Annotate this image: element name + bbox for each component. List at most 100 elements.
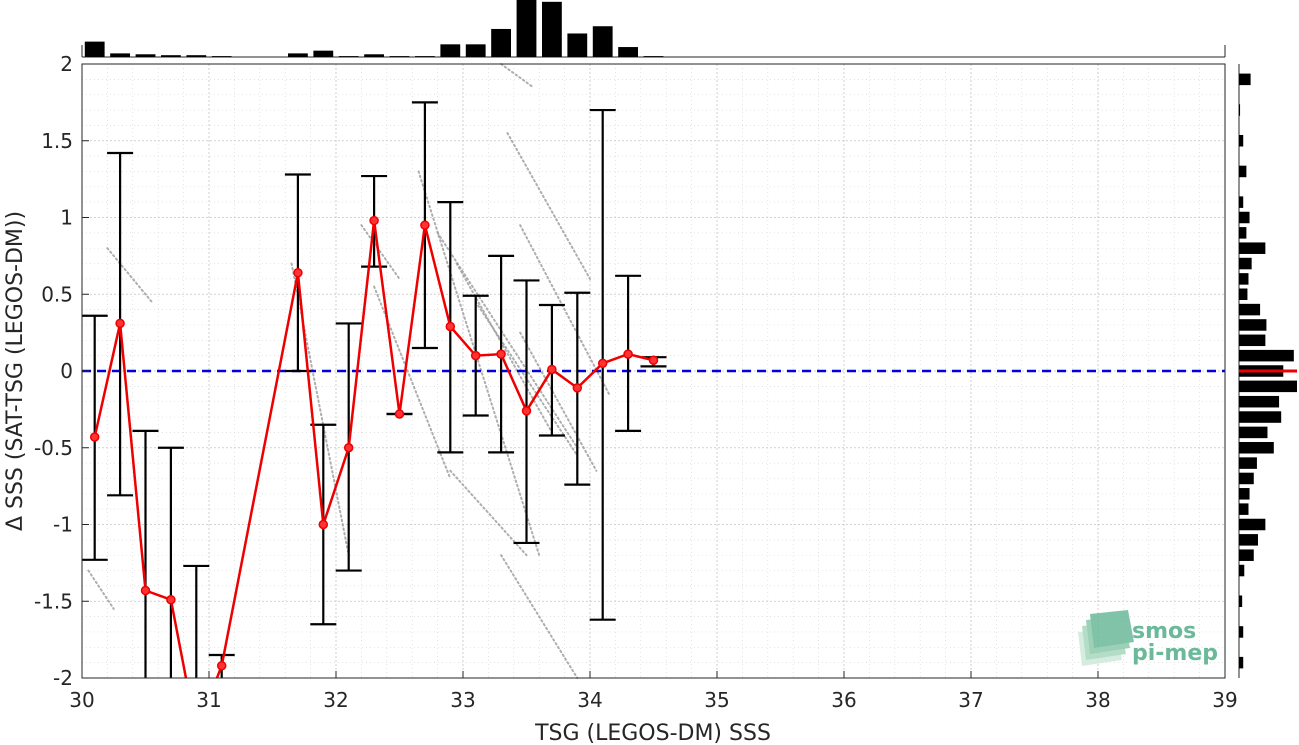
x-tick-label: 32: [323, 688, 348, 712]
top-histogram-bar: [84, 41, 105, 57]
side-histogram-bar: [1239, 595, 1243, 608]
side-histogram-bar: [1239, 380, 1297, 393]
y-tick-label: -0.5: [34, 436, 73, 460]
top-histogram-bar: [110, 53, 131, 57]
side-histogram-bar: [1239, 564, 1245, 577]
binned-mean-point: [470, 350, 481, 361]
y-tick-label: 0.5: [41, 282, 73, 306]
top-histogram-bar: [364, 54, 385, 57]
side-histogram-bar: [1239, 104, 1241, 116]
top-histogram-bar: [491, 28, 512, 57]
binned-mean-point: [445, 321, 456, 332]
side-histogram-bar: [1239, 518, 1266, 531]
top-histogram-bar: [592, 26, 613, 57]
scatter-point-cluster: [106, 247, 153, 303]
x-tick-label: 35: [704, 688, 729, 712]
top-histogram-bar: [618, 47, 639, 57]
binned-mean-point: [343, 443, 354, 453]
side-histogram-bar: [1239, 211, 1250, 224]
top-histogram-bar: [338, 56, 359, 57]
side-histogram-bar: [1239, 441, 1274, 454]
scatter-point-cluster: [87, 569, 115, 610]
top-histogram-bar: [414, 56, 435, 57]
side-histogram-bar: [1239, 227, 1247, 239]
side-histogram-bar: [1239, 534, 1258, 546]
binned-mean-point: [89, 432, 100, 442]
x-tick-label: 31: [196, 688, 221, 712]
x-tick-label: 38: [1085, 688, 1110, 712]
binned-mean-point: [521, 406, 532, 416]
side-histogram-bar: [1239, 73, 1251, 86]
logo-text-line2: pi-mep: [1132, 641, 1218, 666]
scatter-point-cluster: [449, 469, 528, 557]
side-histogram-bar: [1239, 426, 1268, 439]
binned-mean-point: [216, 660, 227, 671]
top-histogram-bar: [389, 56, 410, 57]
binned-mean-point: [597, 358, 608, 369]
top-histogram-bar: [313, 50, 334, 57]
scatter-point-cluster: [436, 231, 579, 449]
y-tick-label: -1.5: [34, 589, 73, 613]
x-tick-labels: 30 31 32 33 34 35 36 37 38 39: [69, 671, 1238, 712]
side-histogram-bar: [1239, 411, 1282, 423]
side-histogram-bar: [1239, 288, 1248, 301]
side-histogram-bar: [1239, 319, 1267, 331]
binned-mean-point: [496, 349, 506, 359]
side-histogram-bar: [1239, 196, 1244, 208]
binned-mean-point: [318, 519, 329, 530]
y-tick-label: 1.5: [41, 129, 73, 153]
y-tick-labels: 2 1.5 1 0.5 0 -0.5 -1 -1.5 -2: [34, 52, 89, 690]
side-histogram-bar: [1239, 134, 1244, 147]
side-histogram-bar: [1239, 349, 1294, 362]
top-histogram-bar: [211, 56, 232, 57]
top-histogram-bar: [541, 1, 562, 57]
side-histogram-bar: [1239, 488, 1250, 500]
side-histogram-bar: [1239, 626, 1244, 638]
scatter-point-cluster: [500, 554, 579, 679]
top-histogram: [81, 0, 1226, 58]
top-histogram-bar: [287, 53, 308, 57]
scatter-point-cluster: [519, 331, 598, 472]
binned-mean-point: [394, 409, 405, 419]
binned-mean-point: [547, 364, 557, 375]
side-histogram-bar: [1239, 165, 1247, 178]
binned-mean-point: [166, 594, 176, 605]
side-histogram-bar: [1239, 472, 1254, 485]
scatter-point-cluster: [373, 285, 452, 480]
x-axis-label: TSG (LEGOS-DM) SSS: [534, 721, 771, 745]
y-tick-label: 2: [60, 52, 73, 76]
side-histogram-bar: [1239, 273, 1249, 285]
top-histogram-bar: [643, 56, 664, 57]
scatter-point-cluster: [519, 224, 611, 396]
y-axis-label: Δ SSS (SAT-TSG (LEGOS-DM)): [3, 211, 28, 531]
scatter-point-cluster: [417, 170, 541, 557]
top-histogram-bar: [567, 33, 588, 57]
binned-mean-point: [293, 268, 303, 278]
layered-squares-icon: [1078, 610, 1134, 666]
x-tick-label: 30: [69, 688, 94, 712]
binned-mean-point: [140, 585, 151, 596]
top-histogram-bar: [465, 44, 486, 57]
smos-pi-mep-logo: smos pi-mep: [1078, 610, 1218, 666]
binned-mean-point: [623, 349, 633, 359]
side-histogram-bar: [1239, 303, 1261, 316]
binned-mean-point: [420, 220, 430, 230]
logo-text-line1: smos: [1132, 619, 1196, 644]
side-histogram-bar: [1239, 395, 1280, 408]
binned-mean-point: [369, 215, 379, 226]
top-histogram-bar: [160, 55, 181, 57]
side-histogram: [1238, 64, 1297, 678]
side-histogram-bar: [1239, 334, 1266, 347]
y-tick-label: -1: [53, 513, 73, 537]
top-histogram-bar: [516, 0, 537, 57]
scatter-point-cluster: [506, 132, 591, 280]
x-tick-label: 33: [450, 688, 475, 712]
binned-mean-markers: [89, 215, 659, 671]
binned-mean-point: [115, 318, 125, 329]
side-histogram-bar: [1239, 503, 1249, 515]
binned-mean-point: [648, 355, 659, 366]
scatter-point-cluster: [455, 262, 553, 434]
x-tick-label: 37: [958, 688, 983, 712]
side-histogram-bar: [1239, 457, 1257, 469]
